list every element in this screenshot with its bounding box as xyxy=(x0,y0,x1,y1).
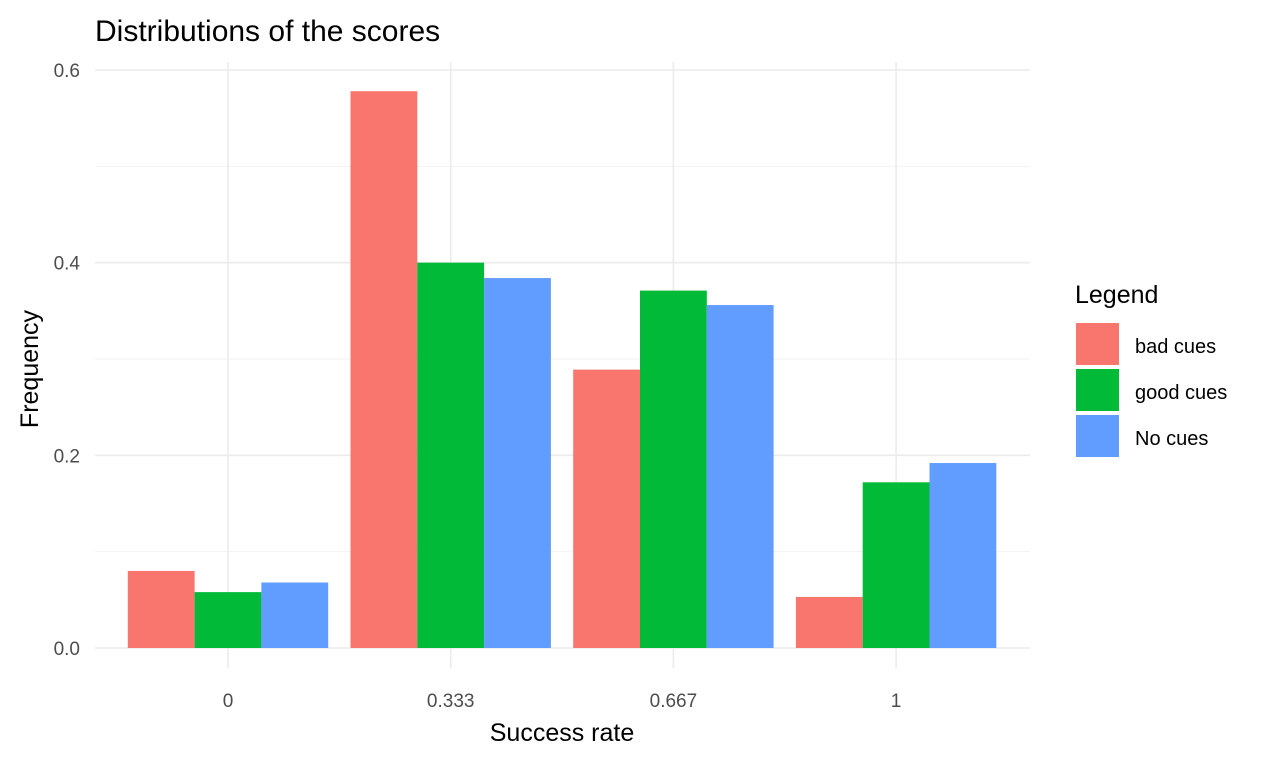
x-axis-title: Success rate xyxy=(490,719,635,747)
legend: Legend bad cues good cues No cues xyxy=(1075,281,1227,457)
bars xyxy=(127,91,997,648)
x-tick-label: 1 xyxy=(891,691,902,712)
x-tick-label: 0.667 xyxy=(650,691,698,712)
legend-title: Legend xyxy=(1075,281,1158,309)
y-tick-label: 0.2 xyxy=(54,446,80,467)
bar xyxy=(127,570,195,648)
legend-label: No cues xyxy=(1135,428,1208,450)
legend-swatch xyxy=(1076,323,1119,365)
y-tick-label: 0.0 xyxy=(54,639,80,660)
y-axis-ticks: 0.0 0.2 0.4 0.6 xyxy=(54,61,81,660)
legend-label: good cues xyxy=(1135,382,1227,404)
bar xyxy=(929,463,997,648)
bar xyxy=(261,582,329,648)
legend-items: bad cues good cues No cues xyxy=(1076,323,1227,457)
bar xyxy=(573,369,640,648)
bar xyxy=(862,482,930,648)
x-tick-label: 0 xyxy=(223,691,234,712)
bar xyxy=(417,262,485,648)
y-axis-title: Frequency xyxy=(16,309,44,428)
bar xyxy=(484,278,551,648)
bar xyxy=(795,596,863,648)
bar xyxy=(350,91,418,648)
legend-swatch xyxy=(1076,369,1119,411)
y-tick-label: 0.4 xyxy=(54,254,81,275)
x-axis-ticks: 0 0.333 0.667 1 xyxy=(223,691,902,712)
legend-label: bad cues xyxy=(1135,336,1216,358)
x-tick-label: 0.333 xyxy=(427,691,475,712)
bar xyxy=(194,592,262,648)
chart-title: Distributions of the scores xyxy=(95,15,440,48)
bar xyxy=(640,290,707,648)
legend-swatch xyxy=(1076,415,1119,457)
bar xyxy=(706,305,774,648)
y-tick-label: 0.6 xyxy=(54,61,80,82)
